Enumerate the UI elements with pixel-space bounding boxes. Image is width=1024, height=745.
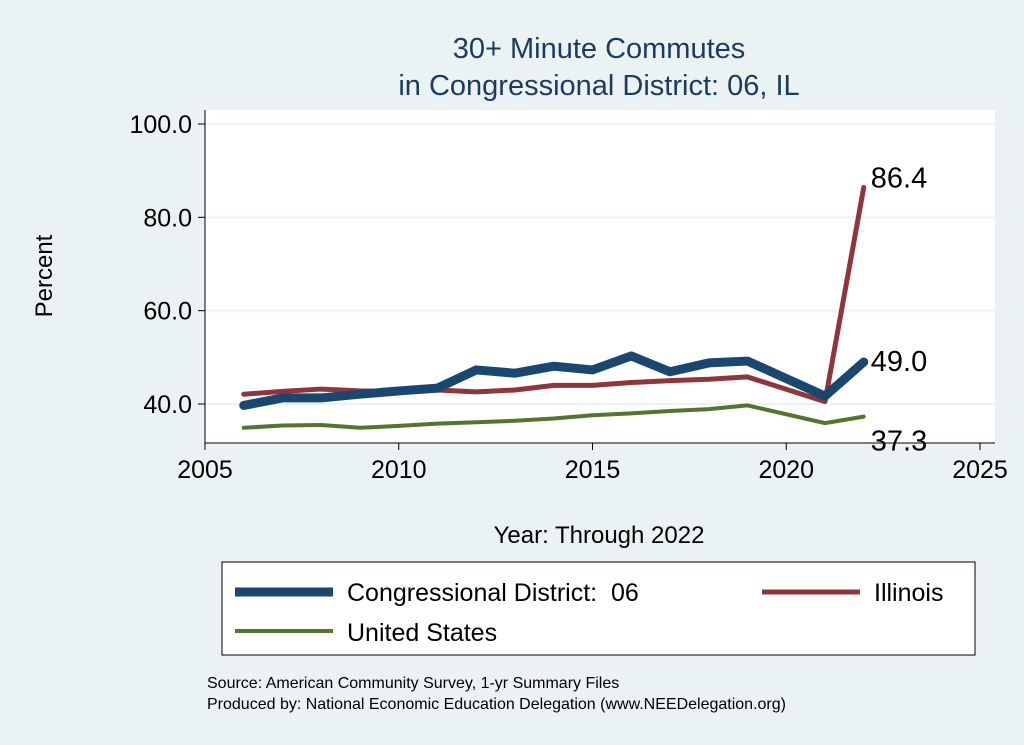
- end-value-label: 49.0: [871, 346, 927, 378]
- series-line-0: [239, 351, 869, 410]
- legend-item-il: Illinois: [762, 579, 943, 607]
- y-tick-label: 40.0: [143, 391, 192, 419]
- y-tick-label: 80.0: [143, 204, 192, 232]
- y-tick-label: 60.0: [143, 298, 192, 326]
- series-line-1: [241, 184, 867, 405]
- x-tick-label: 2015: [565, 456, 621, 484]
- legend-item-us: United States: [235, 619, 497, 647]
- x-tick-label: 2025: [952, 456, 1008, 484]
- x-tick-label: 2005: [177, 456, 233, 484]
- producer-note: Produced by: National Economic Education…: [207, 696, 786, 713]
- series-line-2: [241, 403, 866, 430]
- legend-item-cd: Congressional District: 06: [235, 579, 639, 607]
- y-axis-label: Percent: [31, 234, 58, 317]
- legend-label-cd: Congressional District: 06: [347, 579, 639, 607]
- plot-area: [205, 110, 995, 443]
- legend-label-il: Illinois: [874, 579, 943, 607]
- x-axis-label: Year: Through 2022: [494, 522, 705, 549]
- chart-title-line2: in Congressional District: 06, IL: [398, 70, 799, 102]
- source-note: Source: American Community Survey, 1-yr …: [207, 675, 619, 692]
- end-value-label: 37.3: [871, 426, 927, 458]
- x-tick-label: 2020: [758, 456, 814, 484]
- legend: [221, 561, 976, 656]
- y-tick-label: 100.0: [129, 111, 192, 139]
- legend-label-us: United States: [347, 619, 497, 647]
- chart-title-line1: 30+ Minute Commutes: [453, 33, 746, 65]
- x-tick-label: 2010: [371, 456, 427, 484]
- end-value-label: 86.4: [871, 162, 927, 194]
